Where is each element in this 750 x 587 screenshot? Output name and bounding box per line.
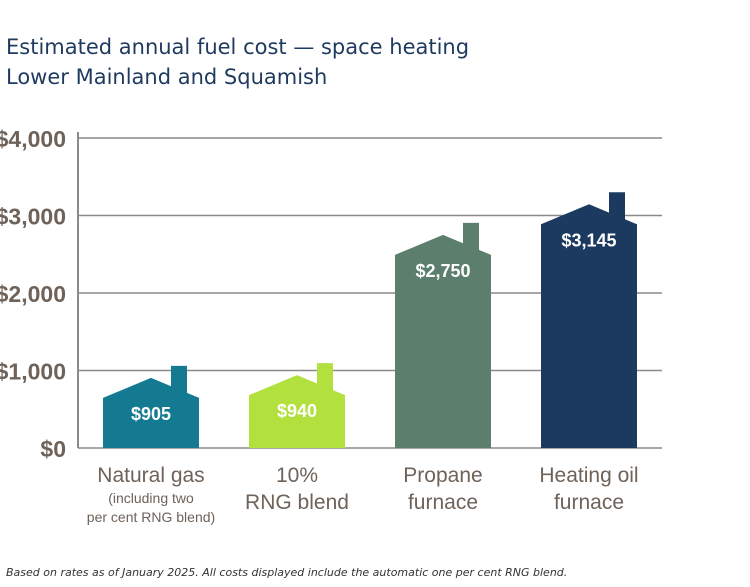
x-axis-labels: Natural gas (including two per cent RNG bl… <box>87 464 639 525</box>
x-category-note: (including two <box>108 490 194 506</box>
y-tick-label: $4,000 <box>0 126 66 152</box>
y-tick-label: $3,000 <box>0 204 66 230</box>
bar-value-label: $905 <box>131 404 171 424</box>
y-axis: $0 $1,000 $2,000 $3,000 $4,000 <box>0 126 78 462</box>
x-category-label: RNG blend <box>245 491 349 514</box>
bar-value-label: $2,750 <box>415 261 470 281</box>
bar-value-label: $3,145 <box>561 230 616 250</box>
x-category-note: per cent RNG blend) <box>87 509 215 525</box>
x-category-label: Heating oil <box>539 464 638 487</box>
y-tick-label: $1,000 <box>0 359 66 385</box>
bar-value-label: $940 <box>277 401 317 421</box>
x-category-label: Propane <box>403 464 482 487</box>
bar-chart: $0 $1,000 $2,000 $3,000 $4,000 $905 $940 $2,75… <box>0 0 750 560</box>
x-category-label: furnace <box>408 491 478 514</box>
x-category-label: furnace <box>554 491 624 514</box>
bar <box>395 223 491 448</box>
footnote: Based on rates as of January 2025. All c… <box>6 566 746 579</box>
x-category-label: 10% <box>276 464 318 487</box>
y-tick-label: $2,000 <box>0 281 66 307</box>
y-tick-label: $0 <box>40 436 66 462</box>
x-category-label: Natural gas <box>97 464 204 487</box>
bars: $905 $940 $2,750 $3,145 <box>103 192 637 448</box>
